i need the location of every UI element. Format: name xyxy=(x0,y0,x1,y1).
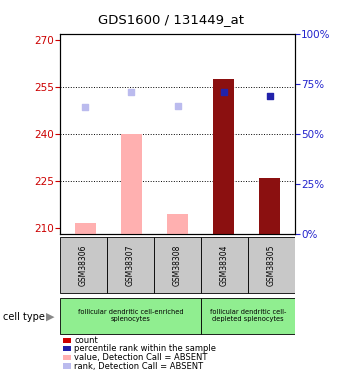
Text: rank, Detection Call = ABSENT: rank, Detection Call = ABSENT xyxy=(74,362,203,370)
Bar xyxy=(201,237,248,293)
Bar xyxy=(248,237,295,293)
Text: GSM38306: GSM38306 xyxy=(79,244,88,286)
Point xyxy=(175,103,180,109)
Bar xyxy=(259,178,280,234)
Point xyxy=(129,89,134,95)
Text: cell type: cell type xyxy=(3,312,45,322)
Text: value, Detection Call = ABSENT: value, Detection Call = ABSENT xyxy=(74,353,208,362)
Point xyxy=(83,104,88,110)
Bar xyxy=(154,237,201,293)
Point xyxy=(267,93,272,99)
Text: GDS1600 / 131449_at: GDS1600 / 131449_at xyxy=(98,13,245,26)
Text: GSM38305: GSM38305 xyxy=(267,244,276,286)
Text: GSM38308: GSM38308 xyxy=(173,244,182,286)
Text: follicular dendritic cell-
depleted splenocytes: follicular dendritic cell- depleted sple… xyxy=(210,309,286,322)
Bar xyxy=(201,298,295,334)
Text: GSM38304: GSM38304 xyxy=(220,244,229,286)
Bar xyxy=(107,237,154,293)
Text: count: count xyxy=(74,336,98,345)
Text: ▶: ▶ xyxy=(46,312,54,322)
Text: percentile rank within the sample: percentile rank within the sample xyxy=(74,344,216,353)
Bar xyxy=(167,214,188,234)
Bar xyxy=(75,224,96,234)
Text: follicular dendritic cell-enriched
splenocytes: follicular dendritic cell-enriched splen… xyxy=(78,309,183,322)
Bar xyxy=(213,79,234,234)
Text: GSM38307: GSM38307 xyxy=(126,244,135,286)
Bar xyxy=(121,134,142,234)
Point xyxy=(221,89,226,95)
Bar xyxy=(60,298,201,334)
Bar xyxy=(60,237,107,293)
